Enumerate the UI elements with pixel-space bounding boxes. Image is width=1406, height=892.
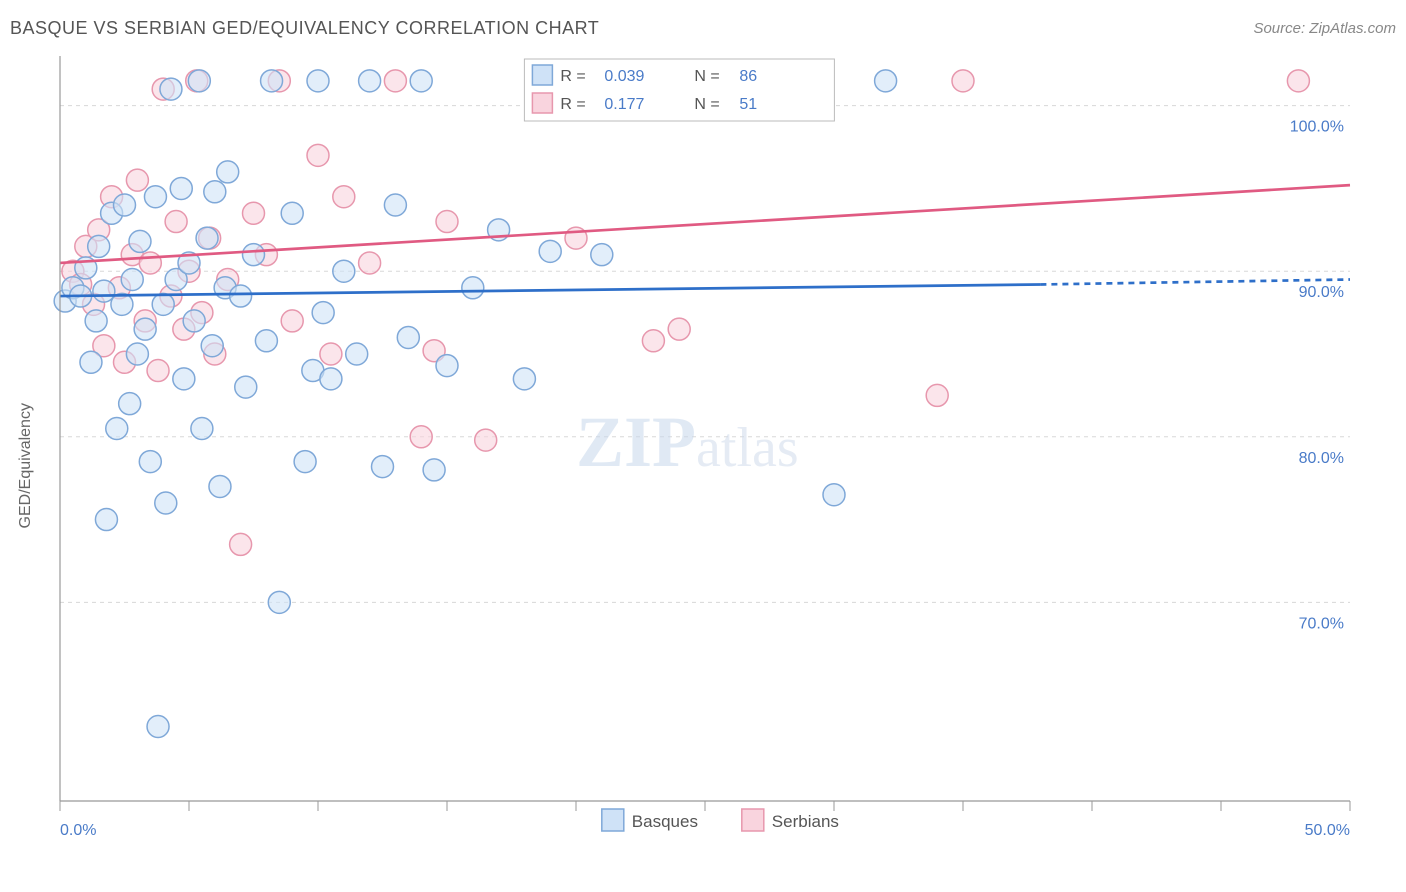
scatter-point — [152, 293, 174, 315]
scatter-point — [170, 177, 192, 199]
scatter-point — [307, 70, 329, 92]
scatter-point — [196, 227, 218, 249]
scatter-point — [139, 451, 161, 473]
scatter-point — [423, 459, 445, 481]
scatter-point — [147, 716, 169, 738]
scatter-point — [926, 384, 948, 406]
scatter-point — [188, 70, 210, 92]
y-tick-label: 90.0% — [1299, 284, 1344, 301]
scatter-point — [139, 252, 161, 274]
legend-n-value: 86 — [739, 68, 757, 85]
y-axis-label: GED/Equivalency — [17, 403, 34, 528]
scatter-point — [875, 70, 897, 92]
scatter-point — [204, 181, 226, 203]
y-tick-label: 80.0% — [1299, 450, 1344, 467]
scatter-point — [85, 310, 107, 332]
scatter-point — [281, 202, 303, 224]
legend-r-label: R = — [560, 96, 585, 113]
scatter-point — [243, 244, 265, 266]
scatter-point — [513, 368, 535, 390]
legend-swatch — [532, 93, 552, 113]
scatter-point — [823, 484, 845, 506]
scatter-point — [230, 533, 252, 555]
scatter-point — [126, 343, 148, 365]
bottom-legend-label: Serbians — [772, 812, 839, 831]
legend-r-value: 0.039 — [604, 68, 644, 85]
scatter-point — [952, 70, 974, 92]
scatter-point — [114, 194, 136, 216]
scatter-point — [119, 393, 141, 415]
scatter-point — [155, 492, 177, 514]
scatter-point — [243, 202, 265, 224]
scatter-point — [436, 211, 458, 233]
scatter-point — [173, 368, 195, 390]
scatter-point — [642, 330, 664, 352]
scatter-point — [209, 475, 231, 497]
scatter-point — [147, 360, 169, 382]
scatter-point — [160, 78, 182, 100]
scatter-point — [539, 240, 561, 262]
scatter-point — [268, 591, 290, 613]
scatter-point — [255, 330, 277, 352]
scatter-point — [88, 235, 110, 257]
scatter-point — [1287, 70, 1309, 92]
scatter-point — [191, 418, 213, 440]
scatter-point — [235, 376, 257, 398]
scatter-point — [475, 429, 497, 451]
scatter-point — [384, 194, 406, 216]
scatter-point — [333, 260, 355, 282]
scatter-point — [410, 426, 432, 448]
y-tick-label: 70.0% — [1299, 615, 1344, 632]
scatter-point — [183, 310, 205, 332]
chart-area: ZIPatlas70.0%80.0%90.0%100.0%0.0%50.0%GE… — [10, 48, 1396, 862]
scatter-point — [217, 161, 239, 183]
chart-title: BASQUE VS SERBIAN GED/EQUIVALENCY CORREL… — [10, 18, 599, 39]
scatter-point — [312, 302, 334, 324]
scatter-point — [320, 368, 342, 390]
scatter-point — [462, 277, 484, 299]
scatter-point — [165, 211, 187, 233]
x-tick-label-min: 0.0% — [60, 822, 96, 839]
scatter-point — [144, 186, 166, 208]
legend-n-label: N = — [694, 68, 719, 85]
scatter-point — [294, 451, 316, 473]
scatter-point — [93, 280, 115, 302]
scatter-point — [384, 70, 406, 92]
bottom-legend-swatch — [602, 809, 624, 831]
legend-swatch — [532, 65, 552, 85]
scatter-point — [359, 70, 381, 92]
scatter-point — [372, 456, 394, 478]
y-tick-label: 100.0% — [1290, 119, 1344, 136]
scatter-point — [126, 169, 148, 191]
scatter-point — [333, 186, 355, 208]
legend-r-value: 0.177 — [604, 96, 644, 113]
scatter-point — [397, 326, 419, 348]
scatter-point — [436, 355, 458, 377]
scatter-point — [121, 269, 143, 291]
scatter-point — [134, 318, 156, 340]
scatter-point — [307, 144, 329, 166]
scatter-point — [201, 335, 223, 357]
legend-n-label: N = — [694, 96, 719, 113]
bottom-legend-label: Basques — [632, 812, 698, 831]
scatter-point — [80, 351, 102, 373]
legend-n-value: 51 — [739, 96, 757, 113]
scatter-point — [106, 418, 128, 440]
legend-r-label: R = — [560, 68, 585, 85]
scatter-point — [668, 318, 690, 340]
scatter-point — [346, 343, 368, 365]
scatter-point — [359, 252, 381, 274]
scatter-point — [410, 70, 432, 92]
scatter-point — [320, 343, 342, 365]
bottom-legend-swatch — [742, 809, 764, 831]
source-attribution: Source: ZipAtlas.com — [1253, 20, 1396, 37]
scatter-point — [230, 285, 252, 307]
scatter-point — [261, 70, 283, 92]
x-tick-label-max: 50.0% — [1305, 822, 1350, 839]
scatter-point — [591, 244, 613, 266]
scatter-point — [281, 310, 303, 332]
scatter-point — [129, 230, 151, 252]
scatter-point — [95, 509, 117, 531]
